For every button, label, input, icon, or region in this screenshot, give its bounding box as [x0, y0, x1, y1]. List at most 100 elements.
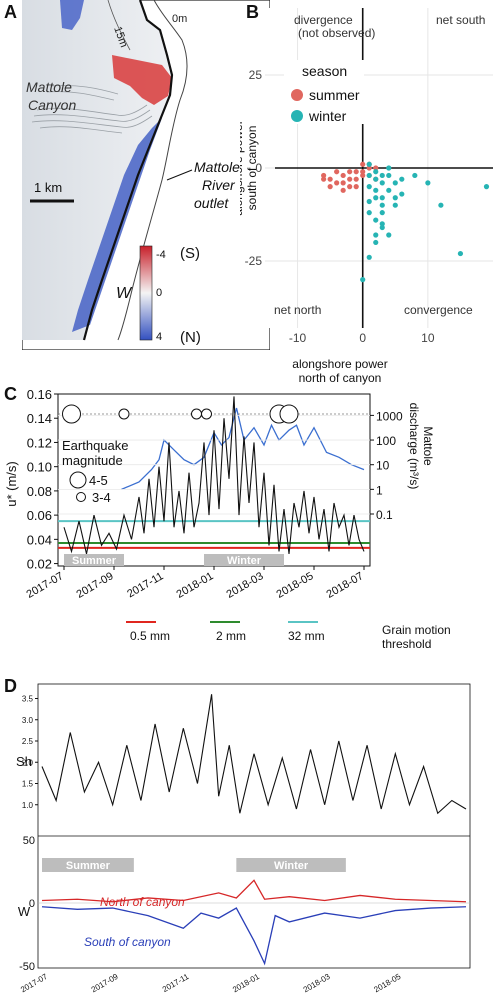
month-tick-label-6: 2018-07	[325, 570, 366, 601]
d-month-tick-label-5: 2018-05	[372, 972, 402, 993]
d-season-bar-0	[42, 858, 134, 872]
north-of-canyon-label: North of canyon	[100, 895, 185, 909]
sh-tick-label-4: 3.0	[22, 716, 34, 725]
map-panel-a: 15m 0m Mattole Canyon Mattole River outl…	[22, 0, 270, 350]
winter-point-6	[366, 210, 372, 216]
ustar-tick-label-5: 0.12	[27, 435, 52, 450]
threshold-legend-1-label: 2 mm	[216, 629, 246, 643]
timeseries-panel-c: 0.02 0.04 0.06 0.08 0.10 0.12 0.14 0.16 2017-07 2…	[4, 387, 451, 651]
colorbar-tick-bottom: 4	[156, 331, 162, 343]
discharge-tick-label-3: 1	[376, 483, 383, 497]
season-bar-label-0: Summer	[72, 555, 117, 567]
d-month-tick-label-2: 2017-11	[161, 972, 191, 993]
quadrant-label-top-right: net south	[436, 13, 485, 27]
summer-point-10	[360, 169, 366, 175]
panel-label-d: D	[4, 676, 17, 696]
depth-label-0m: 0m	[172, 13, 187, 25]
threshold-legend-title-1: Grain motion	[382, 623, 451, 637]
summer-point-9	[353, 169, 359, 175]
winter-point-19	[457, 250, 464, 257]
d-month-tick-label-1: 2017-09	[90, 972, 120, 993]
w-axis-label: W	[18, 904, 31, 919]
summer-point-5	[353, 176, 359, 182]
discharge-tick-label-2: 10	[376, 459, 390, 473]
panel-c-season-bars: Summer Winter	[64, 554, 284, 567]
summer-point-7	[334, 169, 340, 175]
summer-point-14	[347, 176, 353, 182]
winter-point-9	[386, 232, 392, 238]
winter-point-34	[392, 202, 398, 208]
season-bar-0	[64, 554, 124, 566]
winter-point-27	[366, 161, 372, 167]
winter-point-28	[386, 165, 392, 171]
d-season-bar-1	[236, 858, 346, 872]
sh-series	[41, 694, 467, 815]
y-axis-label-line2: south of canyon	[245, 126, 259, 211]
d-month-tick-label-0: 2017-07	[19, 972, 49, 993]
scale-bar-label: 1 km	[34, 180, 62, 195]
summer-point-19	[360, 161, 366, 167]
winter-point-22	[373, 169, 379, 175]
earthquake-legend-title-2: magnitude	[62, 453, 123, 468]
winter-point-23	[366, 184, 372, 190]
d-month-tick-label-4: 2018-03	[302, 972, 332, 993]
quadrant-label-top-left-2: (not observed)	[298, 26, 375, 40]
winter-point-18	[438, 202, 444, 208]
x-tick-label-2: 10	[421, 331, 435, 345]
winter-point-4	[373, 195, 379, 201]
month-tick-label-2: 2017-11	[125, 570, 165, 600]
x-axis-label-line1: alongshore power	[292, 357, 387, 371]
winter-point-33	[379, 172, 385, 179]
d-season-bar-label-0: Summer	[66, 860, 111, 872]
panel-c-frame	[57, 393, 371, 567]
south-of-canyon-label: South of canyon	[84, 935, 171, 949]
month-tick-label-0: 2017-07	[25, 570, 66, 601]
legend-summer-marker	[291, 89, 303, 101]
earthquake-marker-1	[118, 408, 130, 420]
outlet-arrow	[166, 169, 193, 181]
winter-point-8	[379, 224, 385, 231]
winter-point-13	[379, 195, 385, 201]
winter-point-17	[425, 180, 431, 186]
discharge-axis-label-2: discharge (m³/s)	[407, 403, 421, 490]
summer-point-11	[366, 165, 372, 171]
scatter-points	[321, 161, 490, 283]
summer-point-13	[353, 184, 359, 190]
w-tick-label-1: 0	[29, 898, 35, 910]
ustar-tick-label-7: 0.16	[27, 387, 52, 402]
earthquake-legend-small-label: 3-4	[92, 490, 111, 505]
d-month-tick-label-3: 2018-01	[231, 972, 261, 993]
earthquake-legend-title-1: Earthquake	[62, 438, 129, 453]
ustar-tick-label-3: 0.08	[27, 484, 52, 499]
ustar-tick-label-0: 0.02	[27, 557, 52, 572]
winter-point-26	[373, 187, 379, 193]
earthquake-marker-0	[62, 404, 81, 424]
earthquake-markers	[58, 404, 370, 424]
colorbar-tag-north: (N)	[180, 329, 201, 346]
quadrant-label-bottom-right: convergence	[404, 303, 473, 317]
sh-line	[41, 694, 467, 815]
earthquake-marker-2	[191, 408, 202, 420]
colorbar-tag-south: (S)	[180, 245, 200, 262]
panel-label-c: C	[4, 384, 17, 404]
land-contour	[117, 0, 188, 341]
summer-point-0	[321, 172, 327, 179]
month-tick-label-3: 2018-01	[175, 570, 216, 601]
winter-point-5	[379, 202, 385, 208]
summer-point-12	[360, 172, 366, 179]
sh-tick-label-1: 1.5	[22, 780, 34, 789]
earthquake-legend-large-label: 4-5	[89, 473, 108, 488]
season-bar-1	[204, 554, 284, 566]
summer-point-6	[340, 187, 346, 193]
sh-axis-label: Sh	[16, 754, 32, 769]
winter-point-11	[366, 254, 372, 260]
coastline	[82, 0, 174, 341]
winter-point-7	[373, 217, 379, 223]
y-tick-label-0: 25	[249, 68, 263, 82]
summer-point-8	[347, 169, 353, 175]
discharge-axis-label-1: Mattole	[421, 426, 435, 466]
earthquake-marker-5	[279, 404, 299, 424]
earthquake-legend-large-marker	[69, 471, 87, 489]
legend-winter-marker	[291, 110, 303, 122]
